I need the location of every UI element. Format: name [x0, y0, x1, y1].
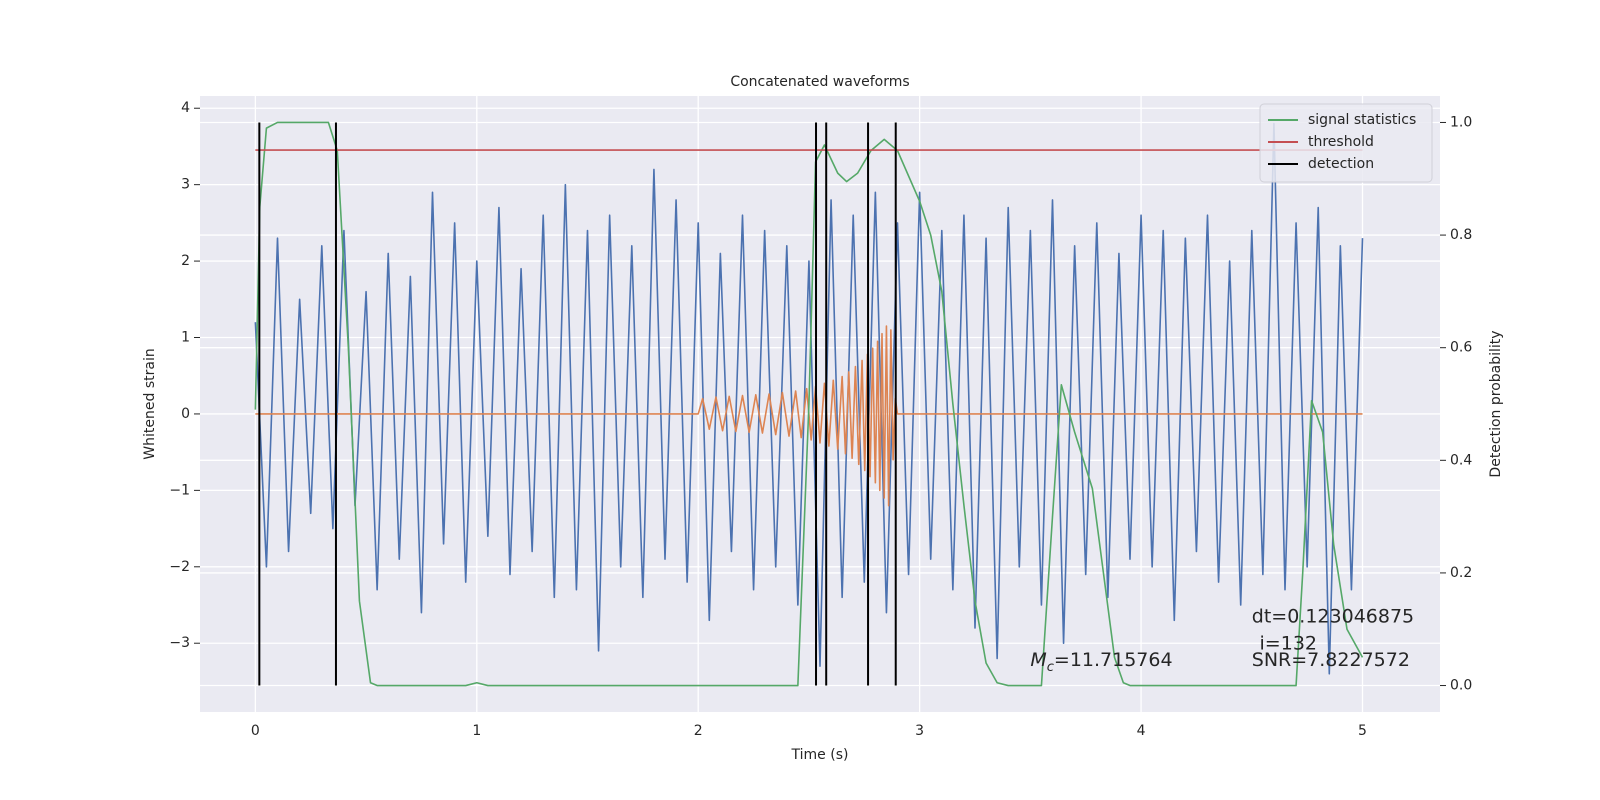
legend-label: signal statistics	[1308, 112, 1416, 128]
y2-tick-label: 1.0	[1450, 114, 1472, 130]
y-axis-label: Whitened strain	[142, 348, 158, 459]
y2-tick-label: 0.6	[1450, 340, 1472, 356]
series-line	[255, 325, 1363, 507]
annotation-snr: SNR=7.8227572	[1252, 649, 1410, 671]
x-axis-label: Time (s)	[791, 747, 849, 763]
y2-tick-label: 0.2	[1450, 565, 1472, 581]
y-tick-label: 2	[181, 253, 190, 269]
x-tick-label: 1	[472, 723, 481, 739]
annotation-part: M	[1030, 649, 1046, 671]
series-line	[254, 122, 1364, 675]
x-tick-label: 5	[1358, 723, 1367, 739]
annotation-dt: dt=0.123046875	[1252, 606, 1414, 628]
x-tick-label: 0	[251, 723, 260, 739]
y-tick-label: 4	[181, 100, 190, 116]
annotation-part: c	[1047, 660, 1054, 675]
y-tick-label: −1	[169, 482, 190, 498]
x-tick-label: 3	[915, 723, 924, 739]
y-tick-label: 3	[181, 177, 190, 193]
x-tick-label: 2	[694, 723, 703, 739]
y2-tick-label: 0.8	[1450, 227, 1472, 243]
annotation-mc: Mc=11.715764	[1030, 649, 1172, 675]
y2-tick-label: 0.4	[1450, 452, 1472, 468]
y2-axis-label: Detection probability	[1488, 330, 1504, 477]
y-tick-label: −2	[169, 559, 190, 575]
plot-background	[200, 96, 1440, 712]
y2-tick-label: 0.0	[1450, 678, 1472, 694]
y-tick-label: 0	[181, 406, 190, 422]
series-line	[254, 121, 1364, 687]
legend-label: threshold	[1308, 134, 1374, 150]
legend-label: detection	[1308, 156, 1374, 172]
x-tick-label: 4	[1137, 723, 1146, 739]
y-tick-label: 1	[181, 330, 190, 346]
annotation-i: i=132	[1260, 632, 1317, 654]
legend-box	[1259, 103, 1433, 183]
chart-title: Concatenated waveforms	[730, 74, 909, 90]
y-tick-label: −3	[169, 635, 190, 651]
annotation-part: =11.715764	[1054, 649, 1173, 671]
